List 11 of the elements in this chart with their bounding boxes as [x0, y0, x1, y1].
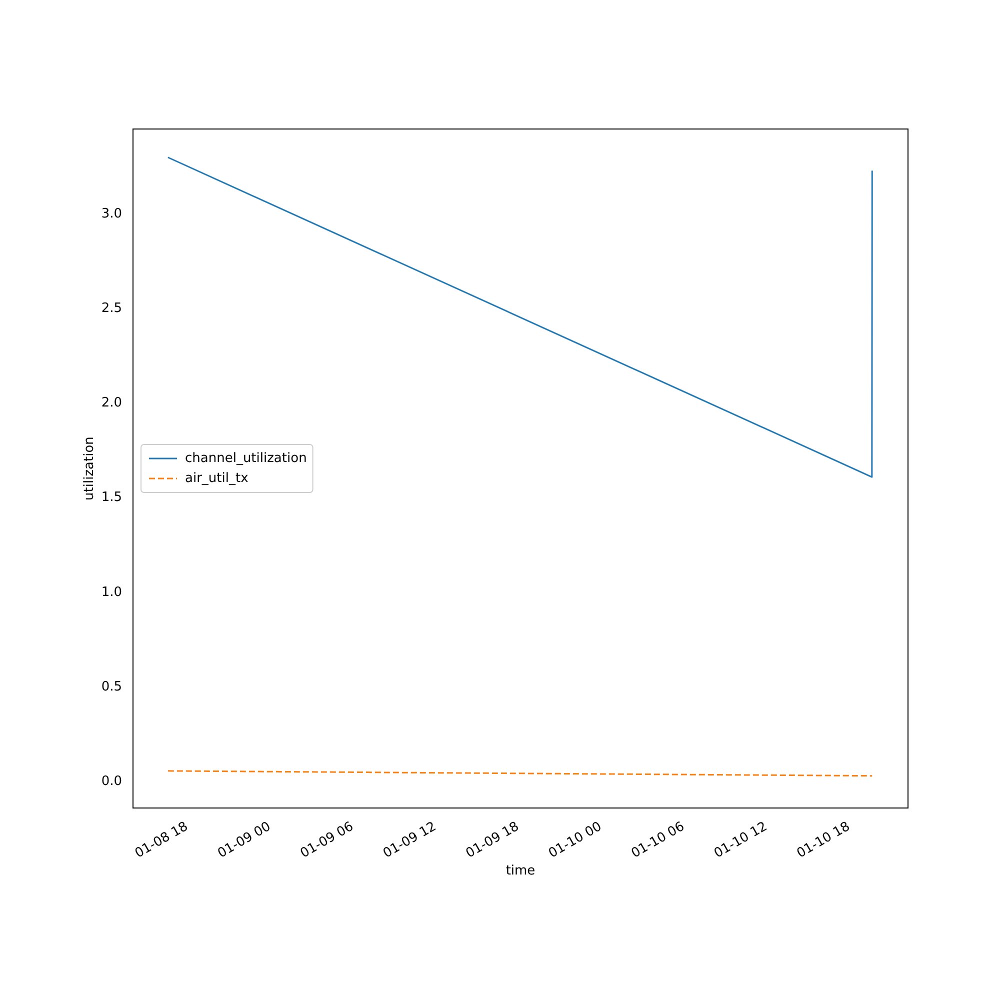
y-tick-label: 2.0 — [101, 396, 122, 411]
x-axis-title: time — [506, 864, 536, 879]
legend-label: air_util_tx — [185, 470, 249, 486]
y-tick-label: 3.0 — [101, 206, 122, 222]
y-tick-label: 0.5 — [101, 679, 122, 694]
y-axis-title: utilization — [82, 436, 98, 500]
legend-label: channel_utilization — [185, 450, 307, 466]
y-tick-label: 1.0 — [101, 584, 122, 600]
y-tick-label: 2.5 — [101, 301, 122, 316]
y-tick-label: 0.0 — [101, 774, 122, 789]
y-tick-label: 1.5 — [101, 490, 122, 506]
